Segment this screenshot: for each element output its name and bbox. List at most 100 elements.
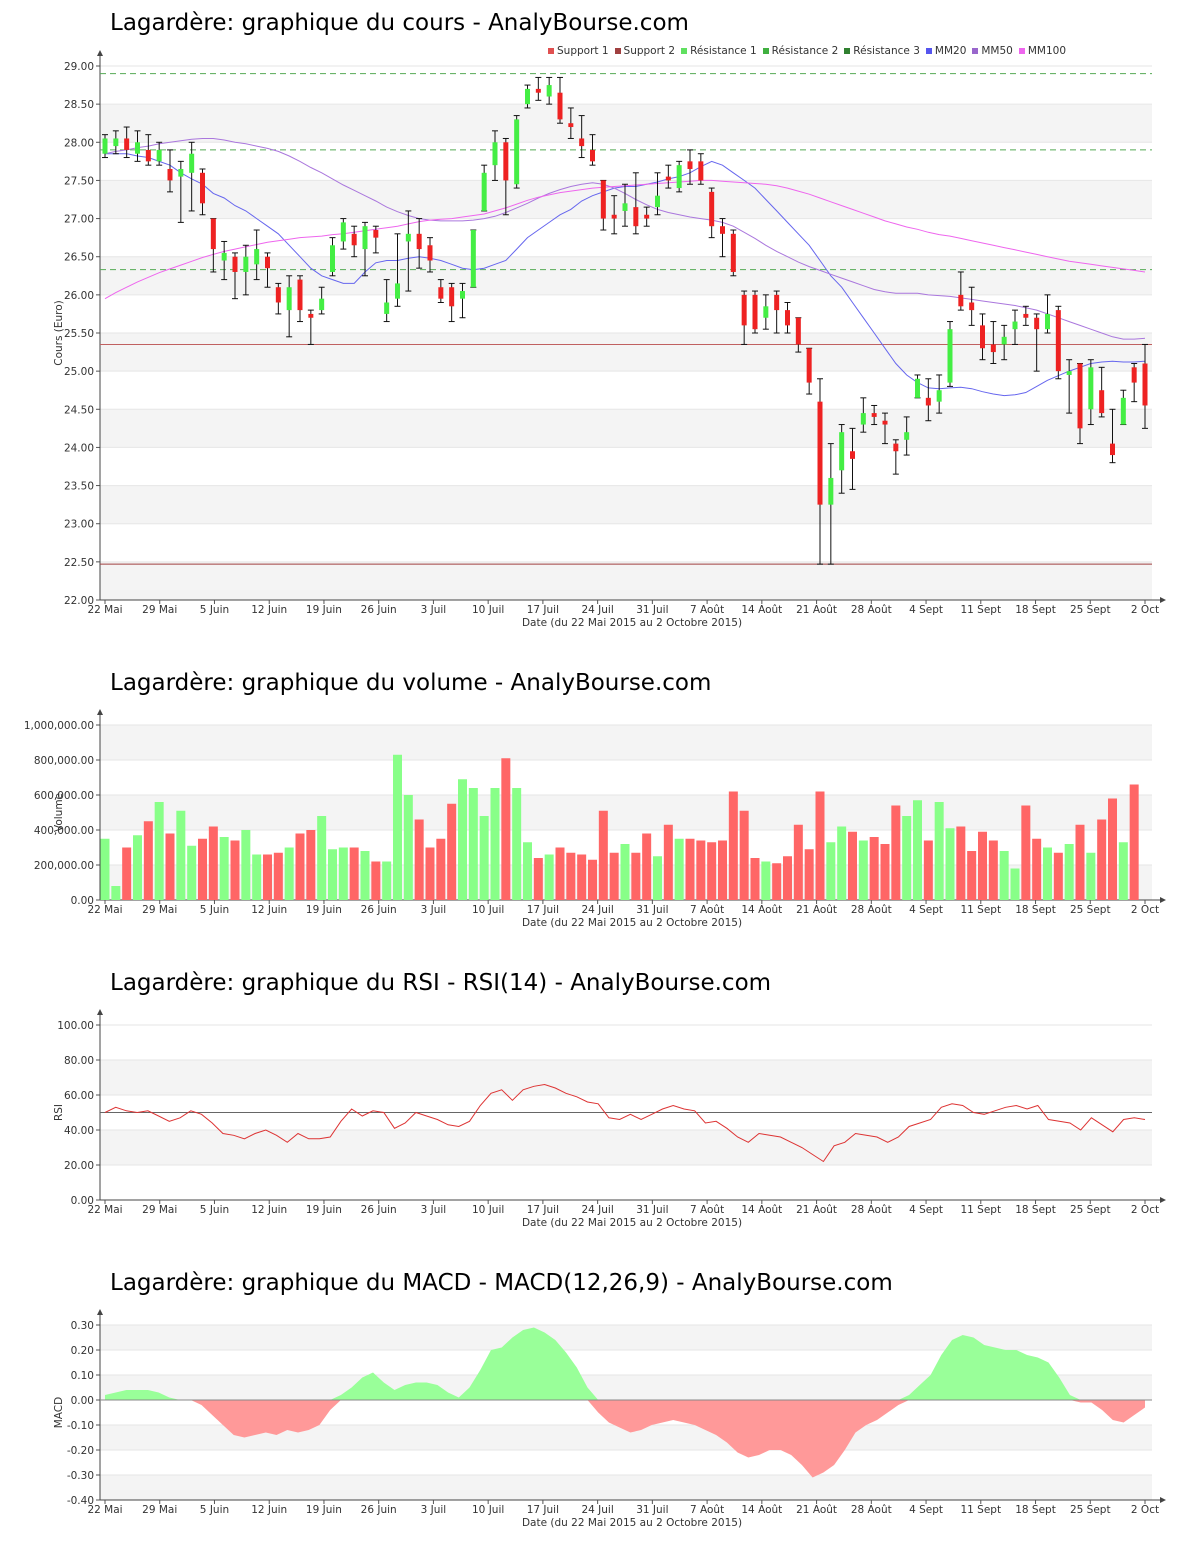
candle-body	[1012, 321, 1018, 330]
grid-band	[100, 409, 1152, 448]
candle-body	[1088, 367, 1094, 410]
legend-item: MM100	[1018, 45, 1066, 57]
candle-body	[752, 294, 758, 330]
candle-body	[557, 92, 563, 120]
legend-label: Support 2	[623, 45, 676, 57]
candle-body	[546, 85, 552, 97]
candle-body	[720, 226, 725, 234]
candle-body	[221, 252, 227, 261]
candle-body	[1034, 317, 1040, 330]
y-tick-label: 25.50	[64, 328, 94, 340]
candle-body	[904, 432, 910, 440]
legend-label: Support 1	[557, 45, 609, 57]
x-tick-label: 5 Juin	[200, 604, 229, 616]
y-tick-label: 22.00	[64, 595, 94, 607]
x-tick-label: 31 Juil	[636, 604, 668, 616]
candle-body	[568, 123, 574, 128]
candle-body	[124, 138, 130, 150]
candle-body	[817, 401, 823, 505]
x-tick-label: 24 Juil	[581, 604, 613, 616]
legend-label: MM20	[934, 45, 967, 57]
grid-band	[100, 333, 1152, 372]
candle-body	[633, 207, 639, 227]
candle-body	[1077, 363, 1083, 429]
y-tick-label: 23.00	[64, 519, 94, 531]
y-tick-label: 26.00	[64, 290, 94, 302]
legend-label: MM50	[981, 45, 1013, 57]
x-tick-label: 3 Juil	[421, 604, 447, 616]
candle-body	[644, 214, 650, 219]
candle-body	[622, 203, 628, 211]
candle-body	[200, 172, 205, 204]
candle-body	[1023, 313, 1029, 318]
grid-band	[100, 256, 1152, 295]
candle-body	[470, 230, 476, 288]
y-tick-label: 25.00	[64, 366, 94, 378]
macd-chart-title: Lagardère: graphique du MACD - MACD(12,2…	[110, 1270, 893, 1296]
candle-body	[481, 172, 487, 211]
candle-body	[340, 222, 346, 242]
candle-body	[655, 195, 660, 208]
candle-body	[1142, 363, 1148, 406]
legend-swatch	[548, 48, 554, 54]
legend-swatch	[972, 48, 979, 54]
legend-item: MM50	[972, 45, 1013, 57]
x-tick-label: 2 Oct	[1131, 604, 1159, 616]
x-tick-label: 26 Juin	[361, 604, 397, 616]
candle-body	[492, 142, 498, 166]
candle-body	[925, 397, 931, 406]
candle-body	[806, 348, 812, 383]
y-tick-label: 27.50	[64, 175, 94, 187]
candle-body	[1110, 443, 1115, 456]
candle-body	[535, 88, 541, 93]
candle-body	[135, 142, 140, 154]
legend-item: Résistance 2	[762, 45, 838, 57]
y-tick-label: 24.00	[64, 442, 94, 454]
candle-body	[947, 329, 953, 383]
x-tick-label: 18 Sept	[1015, 604, 1056, 616]
candle-body	[297, 279, 303, 311]
x-tick-label: 14 Août	[741, 604, 782, 616]
x-tick-label: 22 Mai	[87, 604, 122, 616]
candle-body	[774, 294, 780, 311]
candle-body	[936, 390, 942, 402]
legend-swatch	[614, 48, 621, 54]
candle-body	[730, 233, 736, 272]
x-tick-label: 11 Sept	[960, 604, 1001, 616]
x-axis-label: Date (du 22 Mai 2015 au 2 Octobre 2015)	[522, 617, 742, 629]
candle-body	[416, 233, 422, 250]
candle-body	[167, 168, 173, 181]
candle-body	[1045, 313, 1050, 330]
x-tick-label: 4 Sept	[909, 604, 943, 616]
candle-body	[611, 214, 617, 219]
price-chart: 22.00 22.50 23.00 23.50 24.00 24.50 25.00 25.50…	[53, 50, 1166, 629]
candle-body	[254, 249, 260, 265]
x-tick-label: 29 Mai	[142, 604, 177, 616]
candle-body	[275, 287, 281, 303]
candle-body	[286, 287, 292, 311]
candle-body	[514, 119, 520, 185]
legend-swatch	[762, 48, 769, 54]
candle-body	[579, 138, 585, 147]
rsi-chart-title: Lagardère: graphique du RSI - RSI(14) - …	[110, 970, 772, 996]
x-tick-label: 7 Août	[690, 604, 724, 616]
y-axis-label: Cours (Euro)	[53, 300, 65, 366]
candle-body	[178, 168, 184, 177]
candle-body	[687, 161, 693, 169]
candle-body	[395, 283, 400, 299]
legend-label: Résistance 3	[853, 45, 920, 57]
candle-body	[156, 149, 162, 162]
y-tick-label: 29.00	[64, 61, 94, 73]
candle-body	[882, 420, 888, 425]
candle-body	[709, 191, 715, 227]
y-tick-label: 27.00	[64, 214, 94, 226]
candle-body	[427, 245, 433, 261]
candle-body	[698, 161, 704, 181]
legend-swatch	[1018, 48, 1025, 54]
candle-body	[243, 256, 249, 272]
volume-chart-title: Lagardère: graphique du volume - AnalyBo…	[110, 670, 712, 696]
candle-body	[676, 165, 682, 189]
y-tick-label: 26.50	[64, 252, 94, 264]
x-tick-label: 19 Juin	[306, 604, 342, 616]
candle-body	[860, 413, 866, 425]
